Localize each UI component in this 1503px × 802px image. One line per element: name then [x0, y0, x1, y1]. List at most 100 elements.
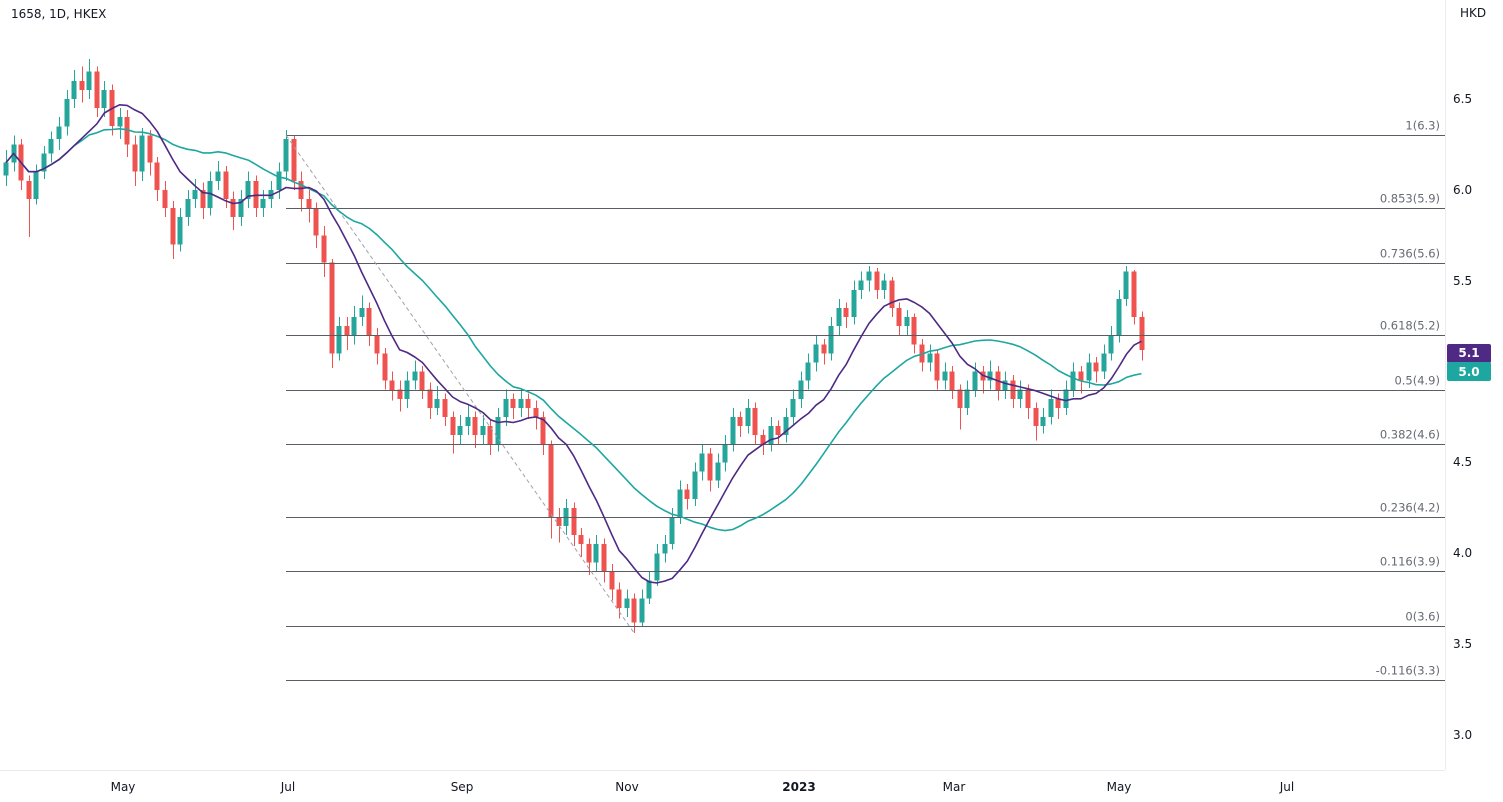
candle[interactable]	[866, 271, 872, 281]
candle[interactable]	[79, 80, 85, 90]
candle[interactable]	[942, 371, 948, 381]
candle[interactable]	[427, 389, 433, 408]
candle[interactable]	[752, 407, 758, 436]
symbol-legend[interactable]: 1658, 1D, HKEX	[8, 6, 110, 22]
candle[interactable]	[276, 171, 282, 190]
candle[interactable]	[616, 589, 622, 608]
candle[interactable]	[662, 544, 668, 554]
candle[interactable]	[457, 426, 463, 436]
candle[interactable]	[533, 407, 539, 417]
candle[interactable]	[881, 280, 887, 290]
candle[interactable]	[1025, 389, 1031, 408]
candle[interactable]	[684, 489, 690, 499]
candle[interactable]	[366, 308, 372, 336]
candle[interactable]	[964, 389, 970, 408]
candle[interactable]	[639, 598, 645, 623]
candle[interactable]	[465, 417, 471, 427]
candle[interactable]	[336, 326, 342, 354]
candle[interactable]	[101, 89, 107, 109]
ma-fast-line[interactable]	[5, 104, 1142, 584]
candle[interactable]	[571, 507, 577, 536]
candle[interactable]	[798, 380, 804, 399]
candle[interactable]	[1101, 353, 1107, 372]
candle[interactable]	[609, 571, 615, 590]
candle[interactable]	[828, 326, 834, 354]
candle[interactable]	[442, 398, 448, 417]
candle[interactable]	[624, 598, 630, 608]
candle[interactable]	[132, 144, 138, 172]
candle[interactable]	[487, 426, 493, 445]
candle[interactable]	[389, 380, 395, 390]
candle[interactable]	[578, 535, 584, 545]
candle[interactable]	[1131, 271, 1137, 317]
candle[interactable]	[41, 153, 47, 172]
candle[interactable]	[707, 453, 713, 481]
candle[interactable]	[821, 344, 827, 354]
candle[interactable]	[646, 580, 652, 599]
candle[interactable]	[351, 317, 357, 336]
candle[interactable]	[192, 189, 198, 199]
candle[interactable]	[1002, 380, 1008, 390]
candle[interactable]	[382, 353, 388, 381]
candle[interactable]	[374, 335, 380, 354]
candle[interactable]	[1040, 417, 1046, 427]
candle[interactable]	[783, 417, 789, 436]
candle[interactable]	[1139, 317, 1145, 350]
candle[interactable]	[957, 389, 963, 408]
candle[interactable]	[911, 317, 917, 345]
candle[interactable]	[147, 135, 153, 163]
candle[interactable]	[344, 326, 350, 336]
time-axis[interactable]: May Jul Sep Nov 2023 Mar May Jul	[0, 770, 1445, 802]
candle[interactable]	[654, 553, 660, 581]
candle[interactable]	[1063, 389, 1069, 408]
candle[interactable]	[889, 280, 895, 308]
candle[interactable]	[33, 171, 39, 199]
candle[interactable]	[94, 71, 100, 108]
candle[interactable]	[260, 198, 266, 208]
candle[interactable]	[329, 262, 335, 354]
candle[interactable]	[737, 417, 743, 427]
candle[interactable]	[71, 80, 77, 99]
candle[interactable]	[397, 389, 403, 399]
candle[interactable]	[775, 426, 781, 436]
candle[interactable]	[313, 208, 319, 236]
candle[interactable]	[593, 544, 599, 563]
candle[interactable]	[26, 180, 32, 199]
chart-pane[interactable]: 1(6.3) 0.853(5.9) 0.736(5.6) 0.618(5.2) 0.5(…	[0, 0, 1445, 770]
candle[interactable]	[510, 398, 516, 408]
candle[interactable]	[450, 417, 456, 436]
candle[interactable]	[1010, 380, 1016, 399]
candle[interactable]	[124, 117, 130, 145]
candle[interactable]	[207, 180, 213, 209]
candle[interactable]	[1093, 362, 1099, 372]
candle[interactable]	[1033, 407, 1039, 427]
candle[interactable]	[321, 235, 327, 263]
candle[interactable]	[843, 308, 849, 318]
candle[interactable]	[934, 353, 940, 381]
candle[interactable]	[760, 435, 766, 445]
candle[interactable]	[283, 139, 289, 172]
candle[interactable]	[215, 171, 221, 181]
candle[interactable]	[548, 444, 554, 517]
candle[interactable]	[699, 453, 705, 472]
candle[interactable]	[1086, 362, 1092, 381]
candle[interactable]	[1116, 298, 1122, 336]
price-axis[interactable]: HKD 6.56.05.55.04.54.03.53.05.15.0	[1445, 0, 1503, 770]
candle[interactable]	[238, 198, 244, 218]
candle[interactable]	[1017, 389, 1023, 399]
candle[interactable]	[836, 308, 842, 327]
candle[interactable]	[48, 139, 54, 154]
candle[interactable]	[245, 180, 251, 199]
candle[interactable]	[601, 544, 607, 572]
candle[interactable]	[139, 135, 145, 172]
candle[interactable]	[185, 198, 191, 218]
candle[interactable]	[291, 139, 297, 181]
candle[interactable]	[223, 171, 229, 199]
candle[interactable]	[253, 180, 259, 209]
candle[interactable]	[851, 289, 857, 318]
candle[interactable]	[200, 189, 206, 209]
candle[interactable]	[904, 317, 910, 327]
ma-slow-line[interactable]	[5, 128, 1142, 532]
candle[interactable]	[1078, 371, 1084, 381]
candle[interactable]	[419, 371, 425, 390]
